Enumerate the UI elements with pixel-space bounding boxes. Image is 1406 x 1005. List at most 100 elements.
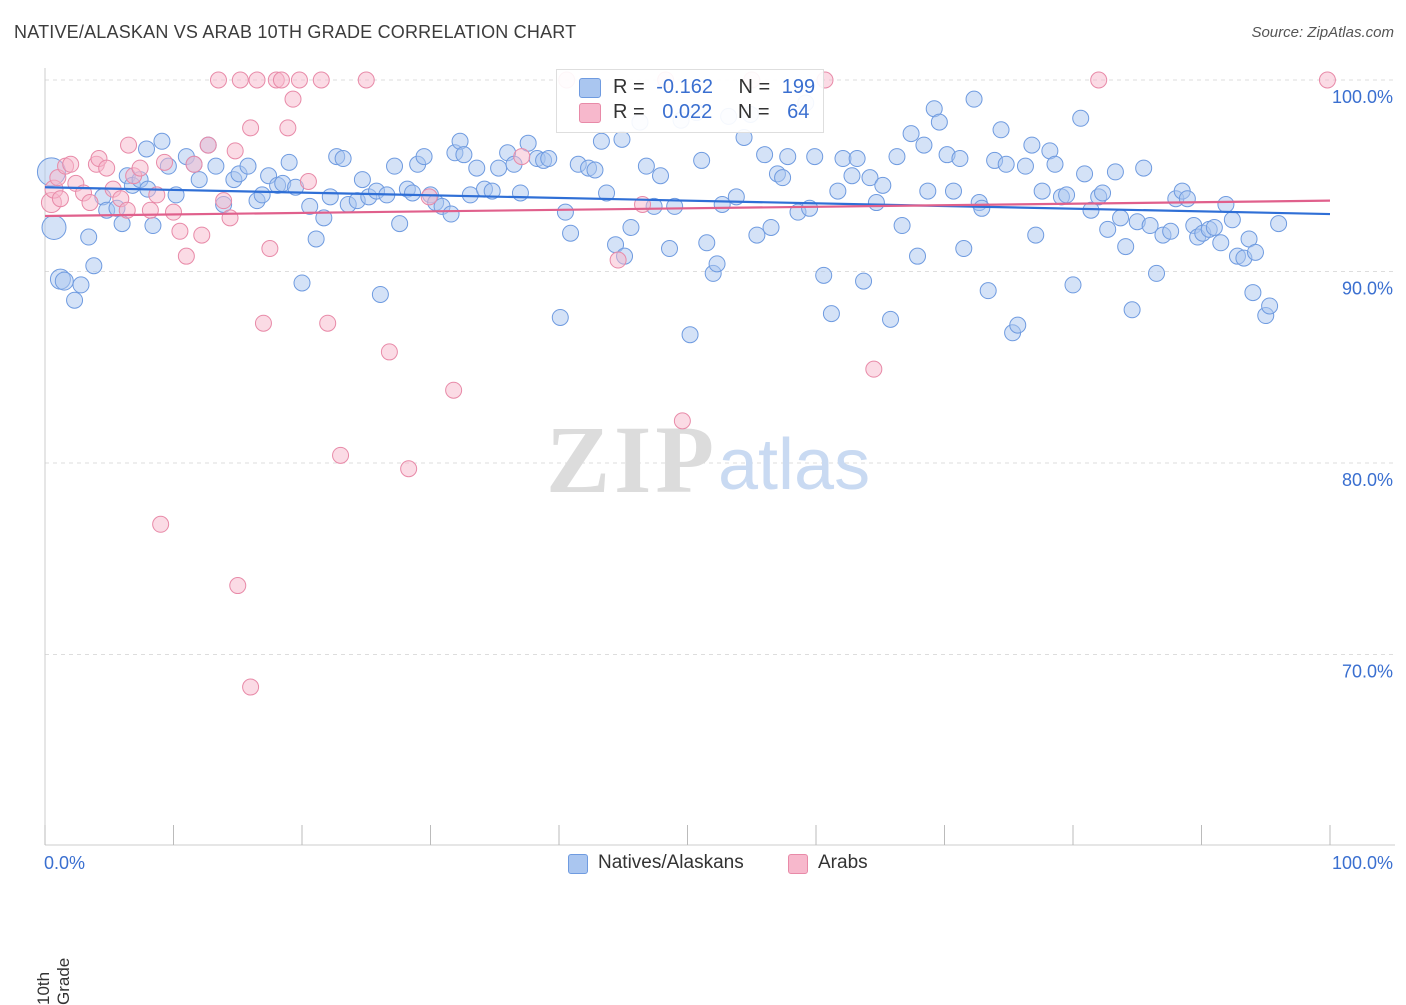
natives-point [806, 148, 824, 166]
arabs-point [261, 240, 279, 258]
natives-point [829, 182, 847, 200]
natives-point [1261, 297, 1279, 315]
natives-point [681, 326, 699, 344]
natives-point [893, 217, 911, 235]
arabs-point [254, 314, 272, 332]
natives-point [1046, 155, 1064, 173]
source-label: Source: ZipAtlas.com [1251, 24, 1394, 41]
natives-point [944, 182, 962, 200]
legend-r-label: R = [613, 101, 645, 123]
arabs-point [165, 203, 182, 221]
arabs-trend-line [44, 199, 1331, 218]
natives-point [834, 150, 852, 168]
natives-point [1072, 109, 1090, 127]
arabs-point [221, 209, 239, 227]
natives-point [652, 167, 670, 185]
natives-point [1244, 284, 1262, 302]
natives-point [386, 157, 404, 175]
natives-point [1178, 190, 1196, 208]
natives-point [1112, 209, 1130, 227]
natives-point [698, 234, 716, 252]
arabs-point [98, 159, 116, 177]
natives-point [293, 274, 311, 292]
natives-point [404, 184, 422, 202]
natives-point [371, 285, 389, 303]
natives-point [622, 218, 640, 236]
arabs-point [312, 71, 330, 89]
y-tick-label: 90.0% [1342, 279, 1393, 299]
natives-point [490, 159, 508, 177]
x-tick-label: 100.0% [1332, 853, 1393, 873]
legend-n-label: N = [737, 101, 770, 123]
natives-point [80, 228, 98, 246]
arabs-point [193, 226, 211, 244]
natives-point [902, 125, 920, 143]
arabs-point [445, 381, 463, 399]
natives-point [556, 203, 574, 221]
arabs-point [1090, 71, 1108, 89]
natives-point [511, 184, 529, 202]
natives-point [483, 182, 501, 200]
natives-point [997, 155, 1015, 173]
arabs-point [209, 71, 227, 89]
natives-point [1117, 238, 1135, 256]
natives-point [965, 90, 983, 108]
legend-n-value: 199 [781, 76, 816, 98]
chart-title: NATIVE/ALASKAN VS ARAB 10TH GRADE CORREL… [14, 22, 577, 42]
legend-r-value: -0.162 [656, 76, 713, 98]
natives-point [919, 182, 937, 200]
arabs-point [226, 142, 244, 160]
natives-point [391, 215, 409, 233]
legend-label-arabs: Arabs [818, 852, 868, 873]
natives-point [861, 169, 879, 187]
arabs-point [215, 192, 233, 210]
natives-point [301, 197, 319, 215]
natives-trend-line [44, 186, 1331, 216]
natives-point [666, 197, 684, 215]
natives-point [315, 209, 333, 227]
arabs-point [231, 71, 249, 89]
natives-point [442, 205, 460, 223]
natives-point [637, 157, 655, 175]
natives-point [190, 171, 208, 189]
natives-point [144, 217, 162, 235]
natives-point [1217, 195, 1235, 213]
natives-point [41, 214, 67, 240]
natives-point [1246, 243, 1264, 261]
arabs-point [242, 678, 260, 696]
natives-point [915, 136, 933, 154]
arabs-point [171, 222, 189, 240]
natives-point [1099, 220, 1117, 238]
natives-point [66, 291, 84, 309]
arabs-point [673, 412, 691, 430]
natives-point [153, 132, 171, 150]
natives-point [1094, 184, 1112, 202]
watermark-atlas: atlas [718, 425, 870, 505]
natives-point [1033, 182, 1051, 200]
arabs-point [319, 314, 337, 332]
natives-point [307, 230, 325, 248]
arabs-point [62, 155, 80, 173]
legend-n-value: 64 [787, 101, 810, 123]
y-tick-label: 100.0% [1332, 87, 1393, 107]
natives-point [613, 130, 631, 148]
natives-point [708, 255, 726, 273]
natives-point [551, 308, 569, 326]
arabs-point [400, 460, 418, 478]
scatter-chart: ZIP atlas 100.0%90.0%80.0%70.0%0.0% 100.0… [36, 68, 1395, 873]
natives-point [1123, 301, 1141, 319]
y-axis-label: 10th Grade [34, 957, 73, 1005]
natives-point [598, 184, 616, 202]
arabs-point [609, 251, 627, 269]
arabs-point [380, 343, 398, 361]
natives-point [1058, 186, 1076, 204]
natives-point [1223, 211, 1241, 229]
arabs-point [865, 360, 883, 378]
legend-n-label: N = [738, 76, 771, 98]
legend-r-value: 0.022 [662, 101, 713, 123]
natives-point [54, 271, 74, 291]
natives-point [693, 151, 711, 169]
natives-point [280, 153, 298, 171]
natives-point [138, 140, 156, 158]
natives-point [1016, 157, 1034, 175]
